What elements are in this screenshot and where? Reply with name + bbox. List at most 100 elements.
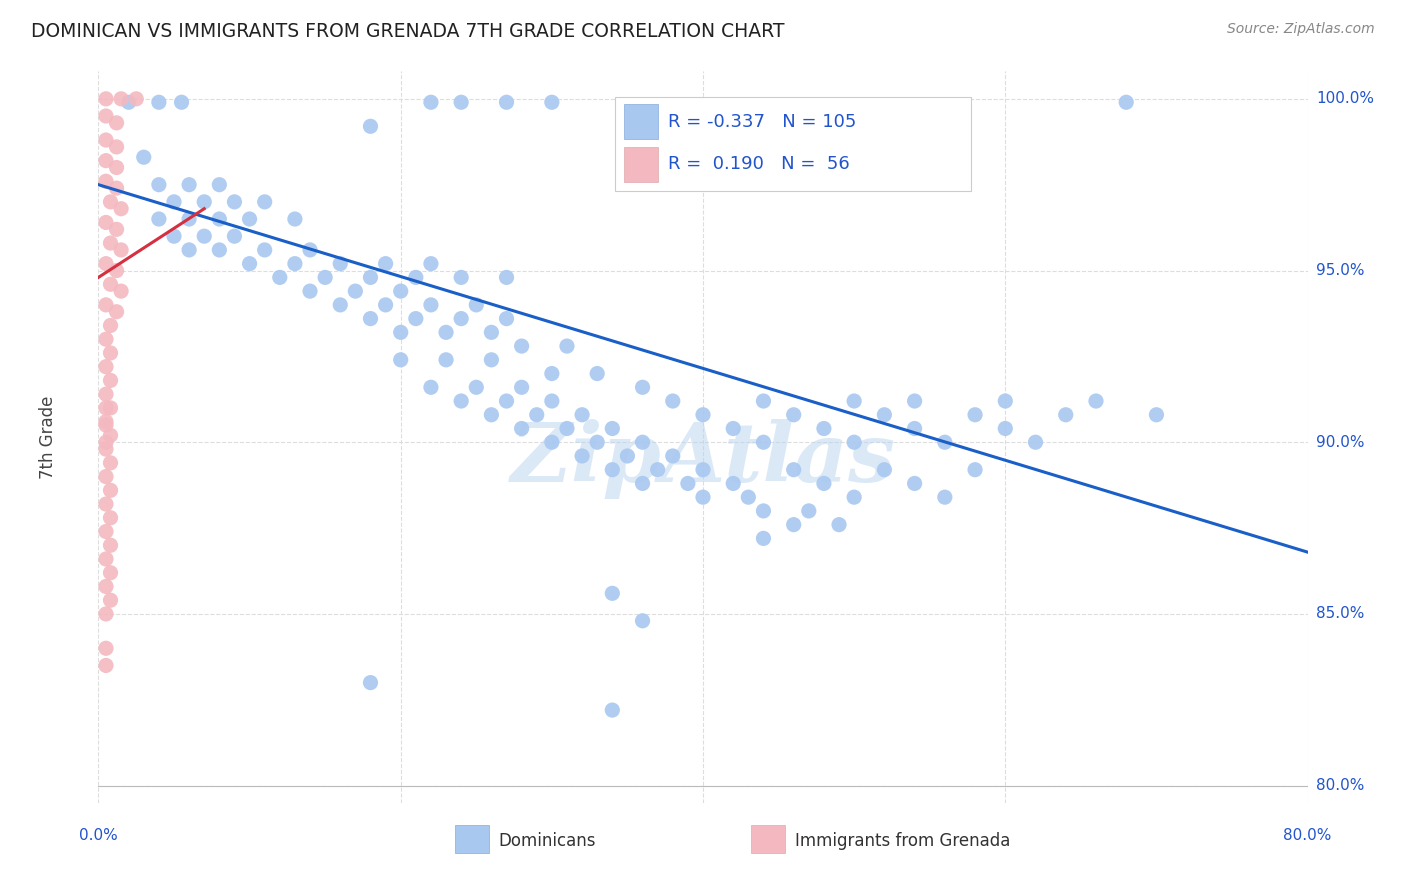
Point <box>465 298 488 312</box>
Point <box>602 421 624 435</box>
Point <box>540 95 562 110</box>
Point <box>94 607 117 621</box>
Point <box>844 435 866 450</box>
Point <box>132 150 155 164</box>
Point <box>752 532 775 546</box>
Point <box>873 408 896 422</box>
Point <box>752 435 775 450</box>
Point <box>314 270 336 285</box>
Point <box>571 408 593 422</box>
Point <box>676 476 699 491</box>
Point <box>105 304 128 318</box>
Text: ZipAtlas: ZipAtlas <box>510 419 896 499</box>
Point <box>465 380 488 394</box>
Point <box>661 449 683 463</box>
Point <box>495 394 517 409</box>
Point <box>100 235 122 250</box>
Point <box>105 222 128 236</box>
Point <box>100 277 122 292</box>
Point <box>495 95 517 110</box>
Point <box>723 476 745 491</box>
Point <box>692 463 714 477</box>
Point <box>100 456 122 470</box>
Point <box>94 109 117 123</box>
Point <box>904 476 927 491</box>
Point <box>692 408 714 422</box>
Point <box>631 614 654 628</box>
Point <box>239 257 262 271</box>
Point <box>1085 394 1108 409</box>
Point <box>94 153 117 168</box>
Point <box>420 380 443 394</box>
Point <box>602 463 624 477</box>
Point <box>994 421 1017 435</box>
Point <box>873 463 896 477</box>
Point <box>94 579 117 593</box>
Point <box>904 421 927 435</box>
Point <box>208 178 231 192</box>
Point <box>586 367 609 381</box>
Point <box>510 380 533 394</box>
FancyBboxPatch shape <box>614 97 972 191</box>
Point <box>965 408 987 422</box>
Point <box>647 463 669 477</box>
Point <box>163 229 186 244</box>
Point <box>631 476 654 491</box>
Point <box>118 95 141 110</box>
Point <box>94 641 117 656</box>
Point <box>450 270 472 285</box>
Point <box>105 181 128 195</box>
Text: 90.0%: 90.0% <box>1316 434 1364 450</box>
Point <box>783 408 806 422</box>
FancyBboxPatch shape <box>624 146 658 182</box>
Point <box>94 92 117 106</box>
Point <box>299 284 322 298</box>
Point <box>344 284 367 298</box>
Point <box>495 311 517 326</box>
Point <box>540 367 562 381</box>
Point <box>540 435 562 450</box>
Point <box>284 212 307 227</box>
Point <box>299 243 322 257</box>
Point <box>783 463 806 477</box>
Point <box>329 298 352 312</box>
Point <box>752 504 775 518</box>
Point <box>934 490 956 504</box>
Point <box>179 212 201 227</box>
Point <box>100 593 122 607</box>
FancyBboxPatch shape <box>456 825 489 853</box>
Point <box>405 270 427 285</box>
Point <box>631 380 654 394</box>
Point <box>105 161 128 175</box>
Point <box>602 586 624 600</box>
Point <box>110 243 132 257</box>
Point <box>193 194 215 209</box>
Point <box>797 504 820 518</box>
Text: 100.0%: 100.0% <box>1316 91 1374 106</box>
Point <box>374 298 396 312</box>
Point <box>934 435 956 450</box>
Point <box>783 517 806 532</box>
Point <box>148 212 170 227</box>
Point <box>100 483 122 498</box>
Point <box>163 194 186 209</box>
Point <box>224 194 246 209</box>
Point <box>481 326 503 340</box>
Text: Dominicans: Dominicans <box>499 832 596 850</box>
Point <box>105 116 128 130</box>
Point <box>420 257 443 271</box>
Point <box>110 202 132 216</box>
Point <box>586 435 609 450</box>
Point <box>94 552 117 566</box>
Point <box>1054 408 1077 422</box>
Point <box>495 270 517 285</box>
Point <box>94 469 117 483</box>
Point <box>94 174 117 188</box>
Text: Source: ZipAtlas.com: Source: ZipAtlas.com <box>1227 22 1375 37</box>
Point <box>737 490 759 504</box>
Point <box>100 318 122 333</box>
FancyBboxPatch shape <box>624 104 658 139</box>
Point <box>110 92 132 106</box>
Point <box>723 421 745 435</box>
Point <box>389 352 412 367</box>
